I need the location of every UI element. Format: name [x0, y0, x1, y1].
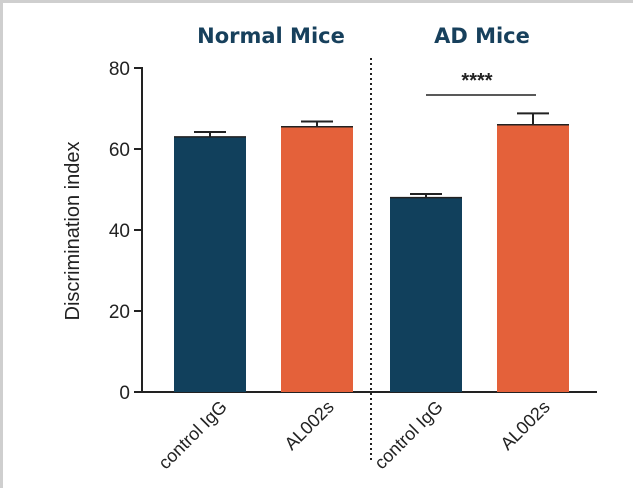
- y-axis: 0 20 40 60 80: [109, 59, 143, 404]
- category-label: AL002s: [281, 397, 338, 454]
- y-tick-label: 80: [109, 59, 130, 80]
- bars: [174, 112, 569, 392]
- bar: [174, 136, 246, 392]
- bar: [497, 124, 569, 392]
- bar: [390, 197, 462, 392]
- category-label: control IgG: [154, 397, 230, 473]
- category-labels: control IgG AL002s control IgG AL002s: [154, 397, 553, 473]
- bar: [281, 126, 353, 392]
- y-tick-label: 40: [109, 221, 130, 242]
- y-axis-label: Discrimination index: [62, 142, 84, 321]
- bar-chart: Normal Mice AD Mice Discrimination index…: [62, 24, 597, 473]
- group-title-ad-mice: AD Mice: [434, 24, 530, 48]
- category-label: AL002s: [497, 397, 554, 454]
- annotations: ****: [426, 70, 536, 96]
- significance-label: ****: [461, 70, 492, 92]
- category-label: control IgG: [370, 397, 446, 473]
- group-title-normal-mice: Normal Mice: [197, 24, 345, 48]
- y-tick-label: 60: [109, 140, 130, 161]
- y-tick-label: 0: [119, 383, 130, 404]
- group-titles: Normal Mice AD Mice: [197, 24, 530, 48]
- y-tick-label: 20: [109, 302, 130, 323]
